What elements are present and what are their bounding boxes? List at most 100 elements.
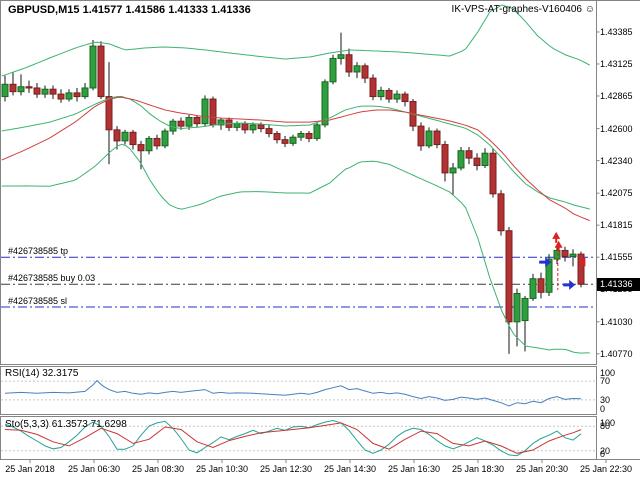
- time-axis-label: 25 Jan 18:30: [451, 464, 505, 474]
- sto-axis-label: 100: [600, 418, 616, 428]
- candle-body: [145, 137, 153, 152]
- candle-body: [249, 124, 257, 131]
- candle-body: [377, 89, 385, 98]
- time-axis-label: 25 Jan 22:30: [579, 464, 633, 474]
- candle-body: [25, 86, 33, 89]
- red-ma-line: [1, 96, 590, 222]
- candle-body: [577, 253, 585, 285]
- candle-body: [233, 123, 241, 128]
- candle-body: [73, 92, 81, 98]
- main-panel-border: [0, 0, 597, 365]
- candle-body: [201, 98, 209, 125]
- sto-axis-label: 0: [600, 449, 606, 459]
- price-axis-label: 1.42340: [600, 155, 633, 166]
- candle-body: [353, 65, 361, 73]
- bollinger-upper-line: [1, 4, 591, 77]
- price-axis-label: 1.43385: [600, 26, 633, 37]
- candle-body: [65, 92, 73, 100]
- quote-line: GBPUSD,M15 1.41577 1.41586 1.41333 1.413…: [8, 4, 251, 16]
- candle-body: [513, 293, 521, 323]
- candle-body: [473, 157, 481, 167]
- price-axis-label: 1.42600: [600, 123, 633, 134]
- candle-body: [321, 81, 329, 126]
- price-axis-label: 1.42865: [600, 90, 633, 101]
- time-axis-label: 25 Jan 16:30: [387, 464, 441, 474]
- current-price-box: 1.41336: [597, 277, 640, 291]
- time-axis-label: 25 Jan 08:30: [131, 464, 185, 474]
- candle-body: [209, 98, 217, 126]
- rsi-line: [4, 379, 582, 407]
- candle-body: [217, 119, 225, 126]
- bollinger-lower-line: [1, 143, 590, 354]
- indicator-name-text: IK-VPS-AT-graphes-V160406: [451, 4, 582, 15]
- candle-body: [177, 120, 185, 127]
- candle-body: [185, 117, 193, 127]
- candle-body: [401, 93, 409, 103]
- candle-body: [81, 87, 89, 98]
- time-axis-label: 25 Jan 12:30: [259, 464, 313, 474]
- order-label-buy[interactable]: #426738585 buy 0.03: [8, 273, 96, 284]
- candle-body: [545, 258, 553, 293]
- rsi-label: RSI(14) 32.3175: [5, 368, 79, 379]
- candle-body: [193, 117, 201, 125]
- rsi-axis-label: 30: [600, 394, 611, 405]
- candle-body: [289, 136, 297, 144]
- candle-body: [529, 278, 537, 299]
- candle-body: [553, 249, 561, 260]
- price-axis-label: 1.40770: [600, 348, 633, 359]
- stochastic-label: Sto(5,3,3) 61.3573 71.6298: [5, 419, 127, 430]
- order-label-tp[interactable]: #426738585 tp: [8, 246, 69, 257]
- price-axis-label: 1.42075: [600, 188, 633, 199]
- rsi-axis-label: 70: [600, 376, 611, 387]
- candle-body: [57, 93, 65, 100]
- order-label-sl[interactable]: #426738585 sl: [8, 296, 68, 307]
- candle-body: [33, 87, 41, 95]
- candle-body: [425, 130, 433, 147]
- candle-body: [305, 133, 313, 139]
- red-arrow-icon: [554, 240, 563, 252]
- candle-body: [417, 125, 425, 147]
- red-triangle-icon: [578, 257, 586, 267]
- blue-arrow-icon: [563, 279, 576, 290]
- candle-body: [241, 123, 249, 131]
- candle-body: [449, 167, 457, 174]
- time-axis-label: 25 Jan 20:30: [515, 464, 569, 474]
- candle-body: [497, 193, 505, 232]
- candle-body: [481, 152, 489, 167]
- candle-body: [489, 152, 497, 195]
- smiley-icon: ☺: [584, 4, 595, 15]
- candle-body: [521, 297, 529, 322]
- time-axis-label: 25 Jan 2018: [5, 464, 55, 474]
- rsi-axis-label: 100: [600, 368, 616, 378]
- candle-body: [137, 144, 145, 152]
- rsi-panel-border: [0, 366, 597, 415]
- price-axis-label: 1.41815: [600, 220, 633, 231]
- candle-body: [89, 45, 97, 89]
- candle-body: [1, 83, 9, 98]
- candle-body: [273, 133, 281, 141]
- candle-body: [457, 150, 465, 169]
- candle-body: [313, 124, 321, 139]
- price-axis-label: 1.41030: [600, 316, 633, 327]
- time-axis-label: 25 Jan 06:30: [67, 464, 121, 474]
- candle-body: [153, 137, 161, 147]
- price-axis-label: 1.43125: [600, 58, 633, 69]
- candle-body: [49, 88, 57, 95]
- candle-body: [105, 96, 113, 131]
- candle-body: [433, 130, 441, 146]
- candle-body: [129, 131, 137, 146]
- candle-body: [9, 83, 17, 93]
- red-arrow-icon: [552, 231, 561, 243]
- candle-body: [361, 65, 369, 79]
- candle-body: [441, 144, 449, 174]
- sto-axis-label: 80: [600, 421, 611, 432]
- candle-body: [97, 45, 105, 98]
- candle-body: [281, 139, 289, 144]
- bollinger-mid-line: [1, 96, 590, 210]
- candle-body: [465, 150, 473, 159]
- candle-body: [17, 86, 25, 93]
- candle-body: [345, 54, 353, 73]
- candle-body: [113, 129, 121, 142]
- candle-body: [265, 128, 273, 135]
